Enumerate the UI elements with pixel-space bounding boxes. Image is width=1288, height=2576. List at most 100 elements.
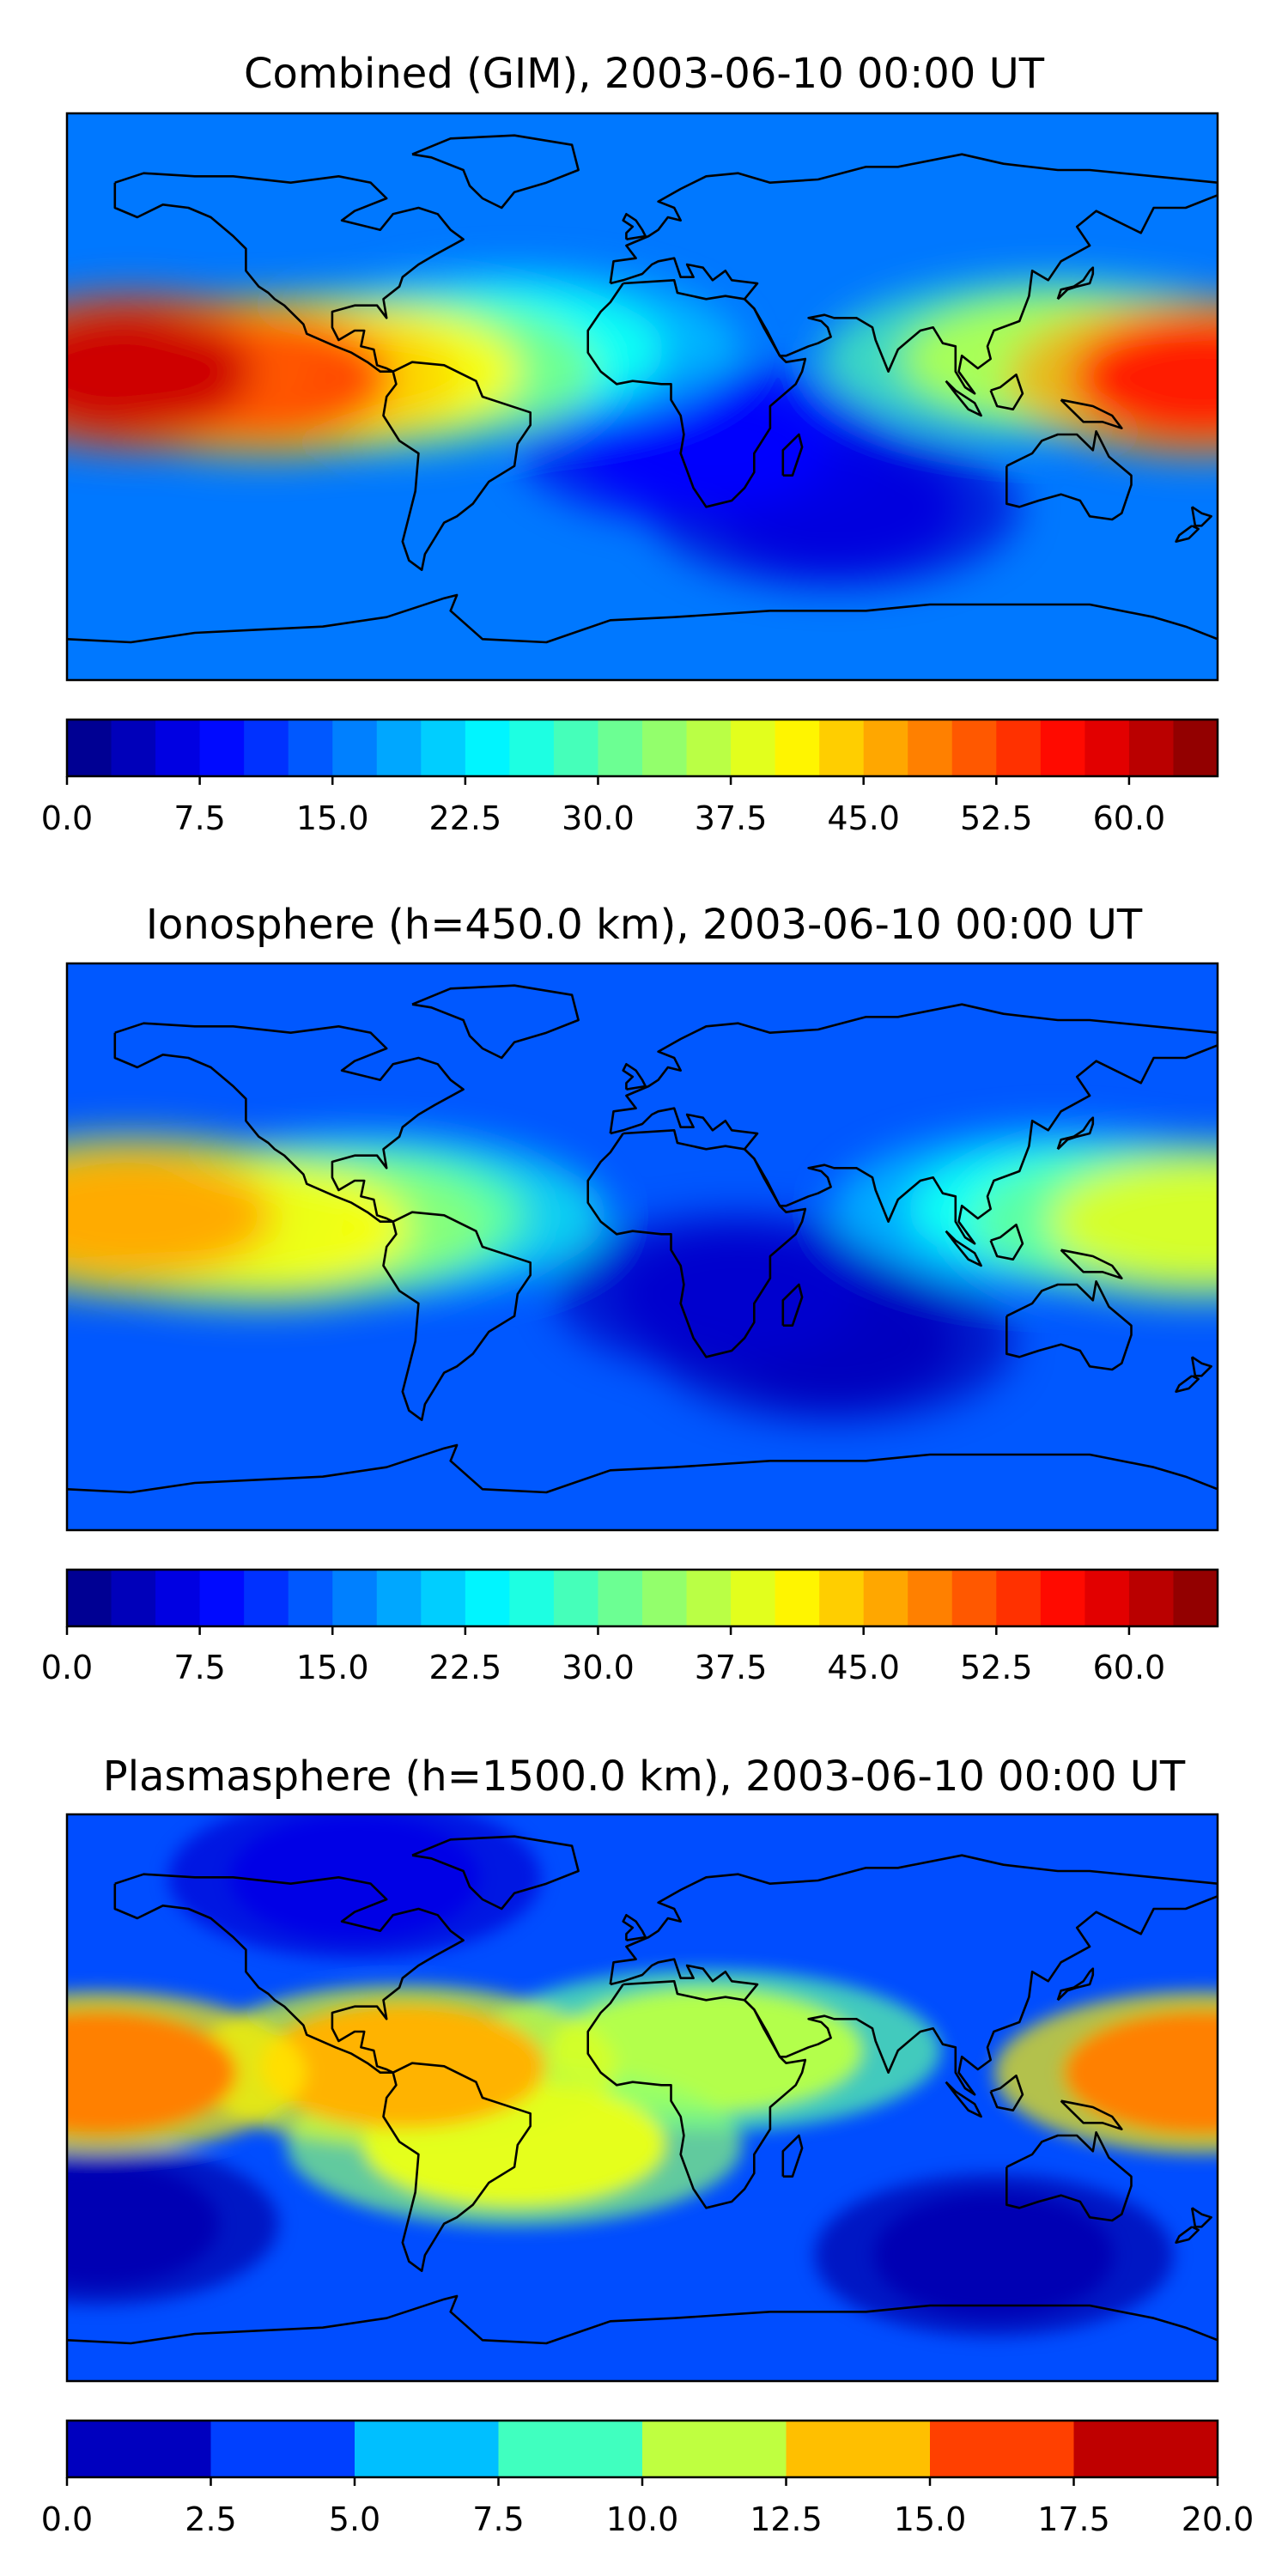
colorbar-tick-label: 15.0 [296, 1649, 369, 1686]
colorbar-tick-label: 22.5 [429, 799, 502, 837]
colorbar-segment [863, 1570, 908, 1626]
colorbar-tick-label: 60.0 [1093, 799, 1166, 837]
coastline [67, 1443, 1218, 1494]
coastline [945, 1230, 982, 1267]
colorbar-segment [731, 1570, 776, 1626]
coastline [1175, 525, 1200, 543]
coastline [411, 1835, 580, 1911]
coastline [67, 2294, 1218, 2345]
coastline [989, 2075, 1024, 2111]
panel-combined: Combined (GIM), 2003-06-10 00:00 UT 0.0 7… [41, 50, 1219, 837]
colorbar-segment [1128, 720, 1175, 776]
coastline [1056, 266, 1095, 301]
colorbar-segment [1073, 2421, 1218, 2477]
coastline [586, 1980, 807, 2209]
colorbar-segment [498, 2421, 643, 2477]
colorbar-segment [355, 2421, 500, 2477]
map-frame [65, 1813, 1219, 2383]
colorbar-segment [210, 2421, 355, 2477]
colorbar-frame [65, 1568, 1219, 1628]
coastlines [67, 134, 1218, 644]
coastline [113, 172, 465, 373]
coastline [609, 1003, 1218, 1245]
coastline [989, 374, 1024, 410]
colorbar-tick-label: 10.0 [606, 2500, 679, 2538]
map-area [65, 962, 1219, 1532]
colorbar-tick-label: 7.5 [472, 2500, 524, 2538]
coastline [1175, 1375, 1200, 1393]
colorbar-segment [288, 720, 333, 776]
colorbar-tick-label: 20.0 [1182, 2500, 1255, 2538]
colorbar-segment [598, 1570, 643, 1626]
field-blob-core [1048, 1159, 1218, 1285]
coastline [113, 1873, 465, 2074]
coastline [781, 1283, 804, 1327]
colorbar-tick-label: 52.5 [960, 799, 1033, 837]
colorbar-tick-label: 2.5 [185, 2500, 236, 2538]
colorbar-segment [686, 720, 732, 776]
coastline [1060, 398, 1123, 429]
colorbar-tick-label: 7.5 [173, 1649, 225, 1686]
colorbar-tick-label: 0.0 [41, 799, 93, 837]
field-blobs [67, 1814, 1218, 2336]
map-frame [65, 112, 1219, 682]
coastline [113, 1022, 465, 1223]
map-area [65, 1813, 1219, 2383]
field-blob-core [874, 2192, 1114, 2318]
coastlines [67, 984, 1218, 1494]
coastline [1190, 1356, 1212, 1377]
field-blob-core [616, 1231, 860, 1357]
colorbar-segment [930, 2421, 1075, 2477]
colorbar-segment [996, 1570, 1042, 1626]
coastline [989, 1224, 1024, 1261]
colorbar-segment [642, 1570, 688, 1626]
colorbar-segment [288, 1570, 333, 1626]
colorbar-segment [244, 1570, 289, 1626]
coastline [1005, 2131, 1133, 2222]
colorbar-segment [553, 720, 599, 776]
coastline [609, 153, 1218, 395]
field-blobs [67, 268, 1218, 588]
colorbar-segment [642, 720, 688, 776]
colorbar-segment [465, 1570, 510, 1626]
coastline [1056, 1116, 1095, 1151]
coastline [622, 213, 647, 240]
colorbar-segment [376, 1570, 422, 1626]
colorbar-tick-label: 45.0 [827, 799, 900, 837]
coastline [622, 1914, 647, 1941]
coastline [622, 1063, 647, 1091]
coastline [1005, 1280, 1133, 1371]
colorbar-segment [1173, 1570, 1218, 1626]
panel-plasmasphere: Plasmasphere (h=1500.0 km), 2003-06-10 0… [41, 1753, 1255, 2538]
coastline [586, 1129, 807, 1358]
panel-title: Ionosphere (h=450.0 km), 2003-06-10 00:0… [146, 901, 1143, 949]
colorbar-tick-label: 15.0 [894, 2500, 967, 2538]
field-blob-core [67, 1152, 273, 1278]
colorbar: 0.0 2.5 5.0 7.5 10.0 12.5 15.0 17.5 20.0 [41, 2419, 1255, 2538]
colorbar-segment [996, 720, 1042, 776]
colorbar-tick-label: 30.0 [562, 799, 635, 837]
coastline [1056, 1967, 1095, 2002]
coastline [1060, 1249, 1123, 1279]
coastline [1060, 2099, 1123, 2130]
colorbar-segment [786, 2421, 931, 2477]
coastline [945, 2081, 982, 2118]
field-blobs [67, 1127, 1218, 1423]
coastline [781, 2134, 804, 2178]
colorbar-segment [67, 720, 112, 776]
colorbar-segment [421, 1570, 466, 1626]
coastline [1175, 2226, 1200, 2244]
contour-field [67, 1814, 1218, 2381]
contour-field [67, 113, 1218, 680]
coastlines [67, 1835, 1218, 2345]
coastline [945, 380, 982, 417]
colorbar-segment [155, 720, 201, 776]
coastline [411, 134, 580, 210]
colorbar-tick-label: 37.5 [695, 1649, 768, 1686]
panel-title: Plasmasphere (h=1500.0 km), 2003-06-10 0… [103, 1753, 1186, 1801]
colorbar-segment [376, 720, 422, 776]
panel-ionosphere: Ionosphere (h=450.0 km), 2003-06-10 00:0… [41, 901, 1219, 1686]
colorbar-segment [1084, 720, 1130, 776]
colorbar-tick-label: 12.5 [750, 2500, 823, 2538]
colorbar-tick-label: 45.0 [827, 1649, 900, 1686]
